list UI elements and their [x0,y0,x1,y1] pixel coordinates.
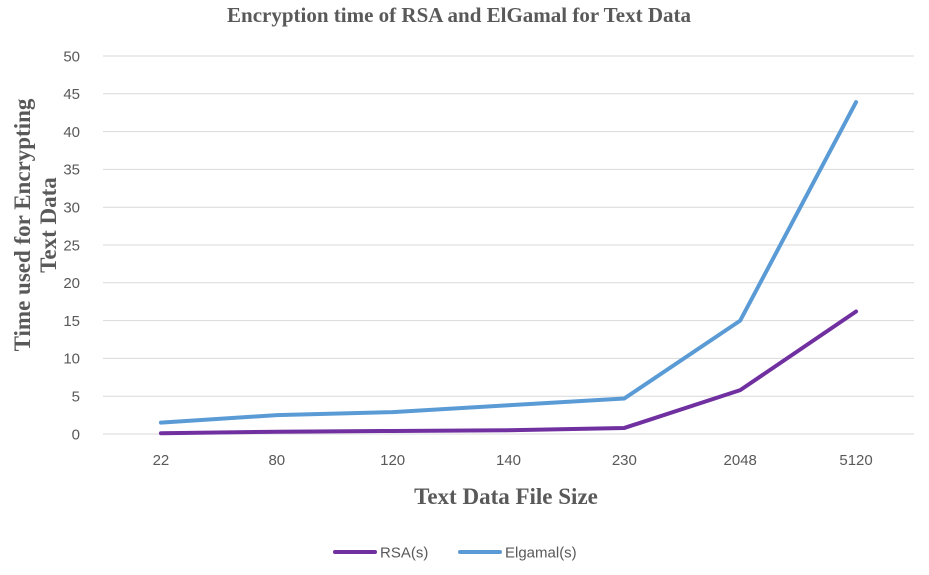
legend-item: RSA(s) [333,544,428,561]
y-tick-label: 25 [63,237,80,254]
y-axis-ticks: 0 5 10 15 20 25 30 35 40 45 50 [63,48,80,443]
series-line [158,309,859,436]
x-axis-ticks: 22 80 120 140 230 2048 5120 [153,452,873,469]
x-tick-label: 2048 [724,452,757,469]
legend-label: RSA(s) [380,544,428,561]
y-tick-label: 30 [63,199,80,216]
y-tick-label: 5 [72,388,80,405]
y-tick-label: 40 [63,124,80,141]
y-tick-label: 45 [63,86,80,103]
y-tick-label: 50 [63,48,80,65]
x-tick-label: 140 [496,452,521,469]
legend-label: Elgamal(s) [505,544,577,561]
x-tick-label: 80 [268,452,285,469]
x-tick-label: 120 [380,452,405,469]
y-tick-label: 20 [63,275,80,292]
y-axis-title-line1: Time used for Encrypting [10,98,35,351]
series-lines [158,100,859,436]
legend-item: Elgamal(s) [458,544,577,561]
y-axis-title-line2: Text Data [36,177,61,273]
series-1 [158,309,859,436]
legend: RSA(s) Elgamal(s) [333,544,577,561]
x-tick-label: 22 [153,452,170,469]
gridlines [103,55,914,435]
x-tick-label: 230 [612,452,637,469]
chart-title: Encryption time of RSA and ElGamal for T… [227,3,691,27]
series-2 [158,100,859,425]
y-tick-label: 15 [63,313,80,330]
x-axis-title: Text Data File Size [414,484,598,509]
y-tick-label: 10 [63,351,80,368]
y-axis-title: Time used for Encrypting Text Data [10,98,61,351]
series-line [158,100,859,425]
y-tick-label: 35 [63,162,80,179]
y-tick-label: 0 [72,426,80,443]
x-tick-label: 5120 [839,452,872,469]
